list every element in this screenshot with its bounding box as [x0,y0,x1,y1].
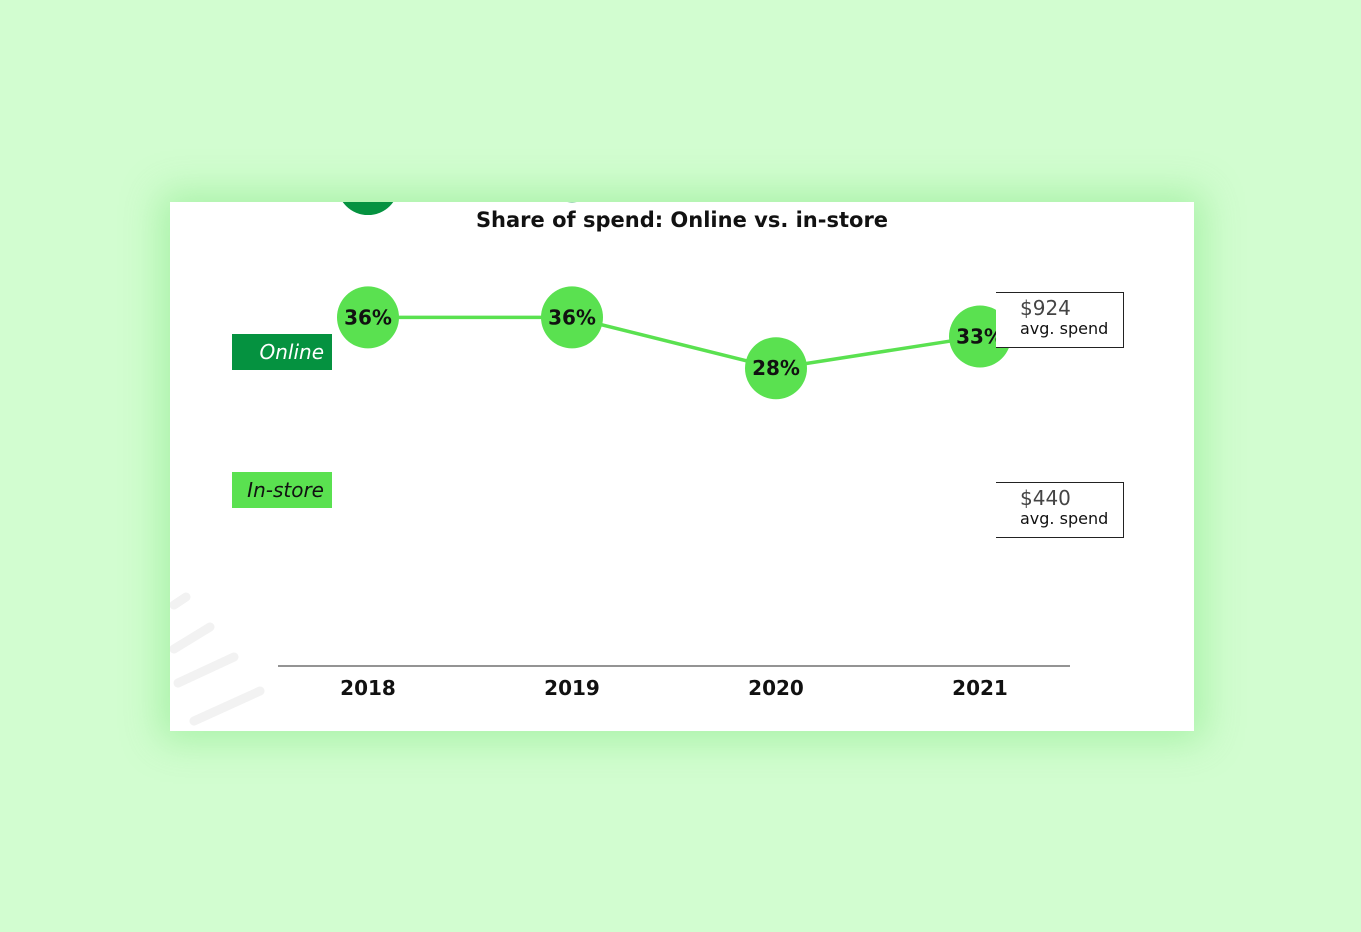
x-tick-label-2020: 2020 [748,676,804,700]
legend-online: Online [232,334,332,370]
chart-title: Share of spend: Online vs. in-store [475,208,889,232]
instore-series-line [368,315,981,370]
chart-card: Share of spend: Online vs. in-store 2018… [170,202,1194,731]
x-tick-label-2019: 2019 [544,676,600,700]
online-point-2018 [342,202,394,216]
instore-data-label-2019: 36% [548,305,596,329]
instore-data-label-2020: 28% [752,356,800,380]
online-avg-spend-label: avg. spend [1020,319,1109,338]
instore-data-label-2021: 33% [956,324,1004,348]
instore-avg-spend-note: $440 avg. spend [996,482,1124,538]
instore-point-2020 [745,337,807,400]
x-tick-label-2021: 2021 [952,676,1008,700]
instore-data-label-2018: 36% [344,305,392,329]
instore-avg-spend-label: avg. spend [1020,509,1109,528]
instore-point-2018 [337,286,399,349]
legend-instore: In-store [232,472,332,508]
decorative-stripes [170,592,265,726]
online-avg-spend-note: $924 avg. spend [996,292,1124,348]
online-avg-spend-amount: $924 [1020,296,1071,320]
instore-avg-spend-amount: $440 [1020,486,1071,510]
line-chart: 201820192020202157%59%64%62%36%36%28%33% [278,202,1070,700]
instore-point-2019 [541,286,603,349]
x-tick-label-2018: 2018 [340,676,396,700]
instore-point-2021 [949,305,1011,368]
